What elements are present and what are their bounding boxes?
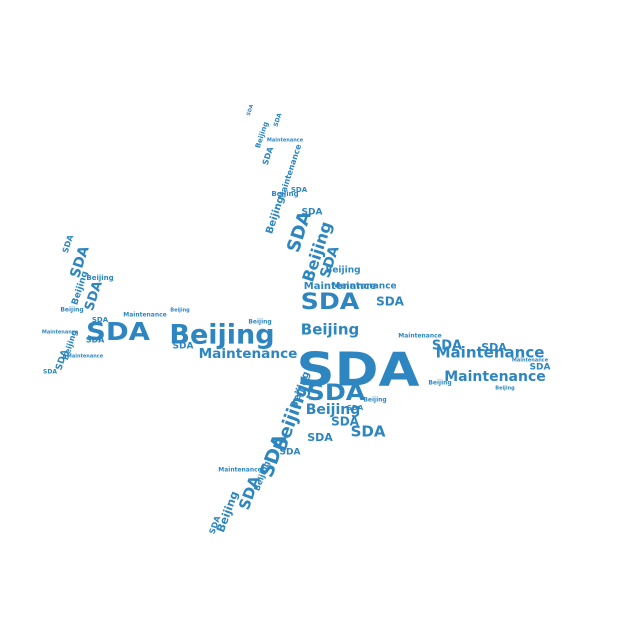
cloud-word: Maintenance (199, 347, 298, 362)
cloud-word: Maintenance (512, 358, 549, 364)
cloud-word: SDA (92, 316, 109, 324)
cloud-word: SDA (376, 295, 405, 309)
cloud-word: SDA (297, 343, 421, 397)
cloud-word: Maintenance (42, 330, 79, 336)
cloud-word: SDA (291, 186, 308, 194)
cloud-word: SDA (43, 369, 57, 376)
cloud-word: SDA (301, 289, 360, 315)
cloud-word: Maintenance (123, 312, 167, 319)
cloud-word: SDA (307, 431, 333, 444)
cloud-word: Beijing (301, 321, 359, 339)
cloud-word: SDA (280, 448, 301, 458)
cloud-word: SDA (246, 104, 255, 117)
cloud-word: Maintenance (436, 344, 545, 362)
cloud-word: SDA (331, 415, 360, 429)
cloud-word: Beijing (248, 319, 271, 326)
cloud-word: Maintenance (444, 369, 546, 385)
cloud-word: Beijing (60, 307, 83, 314)
cloud-word: Beijing (86, 274, 113, 282)
cloud-word: Beijing (254, 121, 270, 149)
cloud-word: Maintenance (67, 354, 104, 360)
cloud-word: SDA (302, 208, 323, 218)
cloud-word: Beijing (306, 402, 361, 418)
cloud-word: Beijing (169, 320, 274, 351)
cloud-word: Beijing (428, 380, 451, 387)
cloud-word: Beijing (170, 308, 190, 314)
cloud-word: Beijing (264, 195, 287, 235)
cloud-word: SDA (530, 363, 551, 373)
cloud-word: SDA (261, 145, 276, 166)
cloud-word: SDA (481, 341, 507, 354)
cloud-word: Beijing (495, 386, 515, 392)
cloud-word: SDA (347, 404, 364, 412)
cloud-word: SDA (86, 318, 151, 347)
cloud-word: Maintenance (331, 282, 396, 292)
cloud-word: SDA (61, 233, 76, 254)
cloud-word: Maintenance (267, 138, 304, 144)
cloud-word: SDA (432, 339, 462, 354)
cloud-word: Beijing (363, 397, 386, 404)
cloud-word: Maintenance (304, 281, 377, 292)
cloud-word: Maintenance (218, 467, 262, 474)
cloud-word: Beijing (325, 266, 360, 276)
cloud-word: Maintenance (398, 333, 442, 340)
cloud-word: SDA (173, 342, 194, 352)
cloud-word: Beijing (271, 190, 298, 198)
cloud-word: SDA (86, 336, 105, 345)
cloud-word: SDA (273, 112, 284, 128)
cloud-word: SDA (351, 423, 386, 441)
cloud-word: SDA (307, 380, 366, 406)
